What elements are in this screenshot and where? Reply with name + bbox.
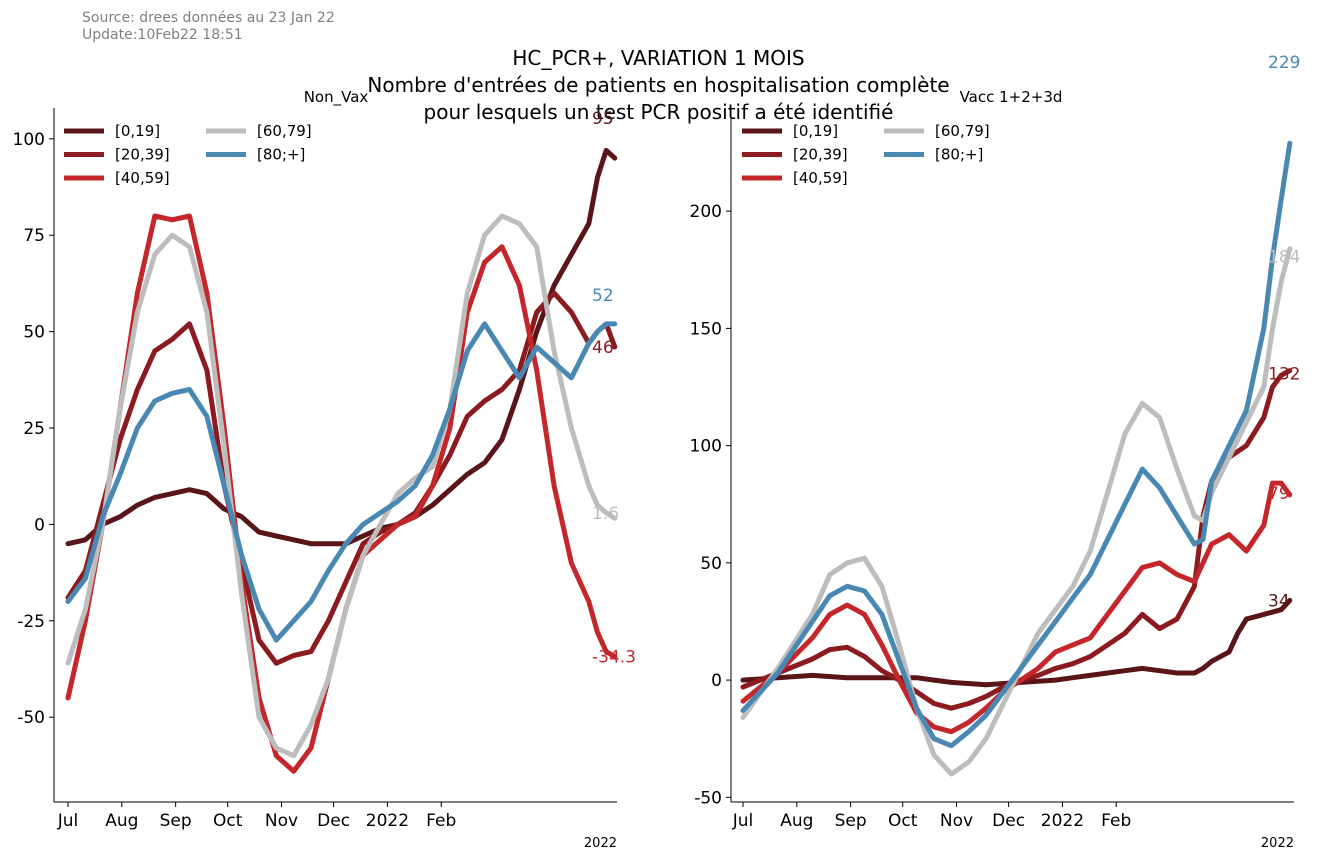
end-value-label: 132: [1268, 365, 1300, 385]
chart-panel-2: -50 0 50 100 150 200 Jul Aug Sep Oct Nov Dec 2022 Feb…: [690, 53, 1301, 851]
series-line-2039: [740, 368, 1293, 711]
y-tick-label: 75: [23, 226, 45, 246]
y-tick-label: -50: [17, 708, 45, 728]
chart-title-line-2: Nombre d'entrées de patients en hospital…: [367, 73, 950, 97]
end-value-label: 184: [1268, 248, 1300, 268]
legend-label: [40,59]: [793, 169, 848, 187]
x-tick-label: Aug: [105, 811, 138, 831]
end-value-label: -34.3: [592, 648, 636, 668]
x-tick-label: Nov: [265, 811, 298, 831]
chart-panel-1: -50 -25 0 25 50 75 100 Jul Aug Sep Oct Nov Dec 2022 Fe…: [13, 88, 636, 851]
legend-label: [40,59]: [115, 169, 170, 187]
y-tick-label: 0: [711, 671, 722, 691]
y-tick-label: 100: [690, 437, 722, 457]
series-line-4059: [65, 213, 618, 774]
x-tick-label: Jul: [732, 811, 754, 831]
x-tick-label: Aug: [780, 811, 813, 831]
series-line-80+: [740, 140, 1293, 749]
x-year-label: 2022: [584, 836, 617, 851]
series-line-6079: [65, 213, 618, 759]
y-tick-label: 150: [690, 319, 722, 339]
x-tick-label: Sep: [835, 811, 867, 831]
y-tick-label: 200: [690, 202, 722, 222]
legend-label: [20,39]: [115, 146, 170, 164]
x-tick-label: Dec: [992, 811, 1025, 831]
x-tick-label: Feb: [1101, 811, 1131, 831]
legend-label: [80;+]: [257, 146, 305, 164]
x-tick-label: Nov: [940, 811, 973, 831]
y-tick-label: 25: [23, 419, 45, 439]
legend-label: [60,79]: [935, 122, 990, 140]
legend-label: [0,19]: [115, 122, 160, 140]
source-note: Source: drees données au 23 Jan 22: [82, 10, 335, 26]
x-tick-label: Jul: [57, 811, 79, 831]
legend-label: [20,39]: [793, 146, 848, 164]
x-year-label: 2022: [1261, 836, 1294, 851]
x-tick-label: Oct: [213, 811, 243, 831]
y-tick-label: -25: [17, 612, 45, 632]
panel-title: Vacc 1+2+3d: [960, 88, 1063, 106]
y-tick-label: 0: [34, 515, 45, 535]
x-tick-label: Feb: [426, 811, 456, 831]
end-value-label: 229: [1268, 53, 1300, 73]
legend-label: [60,79]: [257, 122, 312, 140]
end-value-label: 95: [592, 109, 614, 129]
legend-label: [80;+]: [935, 146, 983, 164]
x-tick-label: Sep: [160, 811, 192, 831]
x-tick-label: 2022: [1041, 811, 1084, 831]
legend-label: [0,19]: [793, 122, 838, 140]
y-tick-label: 50: [700, 554, 722, 574]
chart-title-line-3: pour lesquels un test PCR positif a été …: [423, 100, 894, 124]
end-value-label: 34: [1268, 591, 1290, 611]
end-value-label: 79: [1268, 484, 1290, 504]
end-value-label: 1.6: [592, 504, 619, 524]
update-note: Update:10Feb22 18:51: [82, 27, 243, 43]
y-tick-label: 50: [23, 323, 45, 343]
panel-title: Non_Vax: [304, 88, 369, 107]
x-tick-label: Oct: [888, 811, 918, 831]
chart-title-line-1: HC_PCR+, VARIATION 1 MOIS: [512, 46, 805, 70]
series-line-6079: [740, 246, 1293, 777]
end-value-label: 52: [592, 286, 614, 306]
series-line-80+: [65, 321, 618, 643]
end-value-label: 46: [592, 338, 614, 358]
series-line-4059: [740, 480, 1293, 735]
x-tick-label: 2022: [366, 811, 409, 831]
y-tick-label: -50: [694, 788, 722, 808]
x-tick-label: Dec: [317, 811, 350, 831]
y-tick-label: 100: [13, 130, 45, 150]
